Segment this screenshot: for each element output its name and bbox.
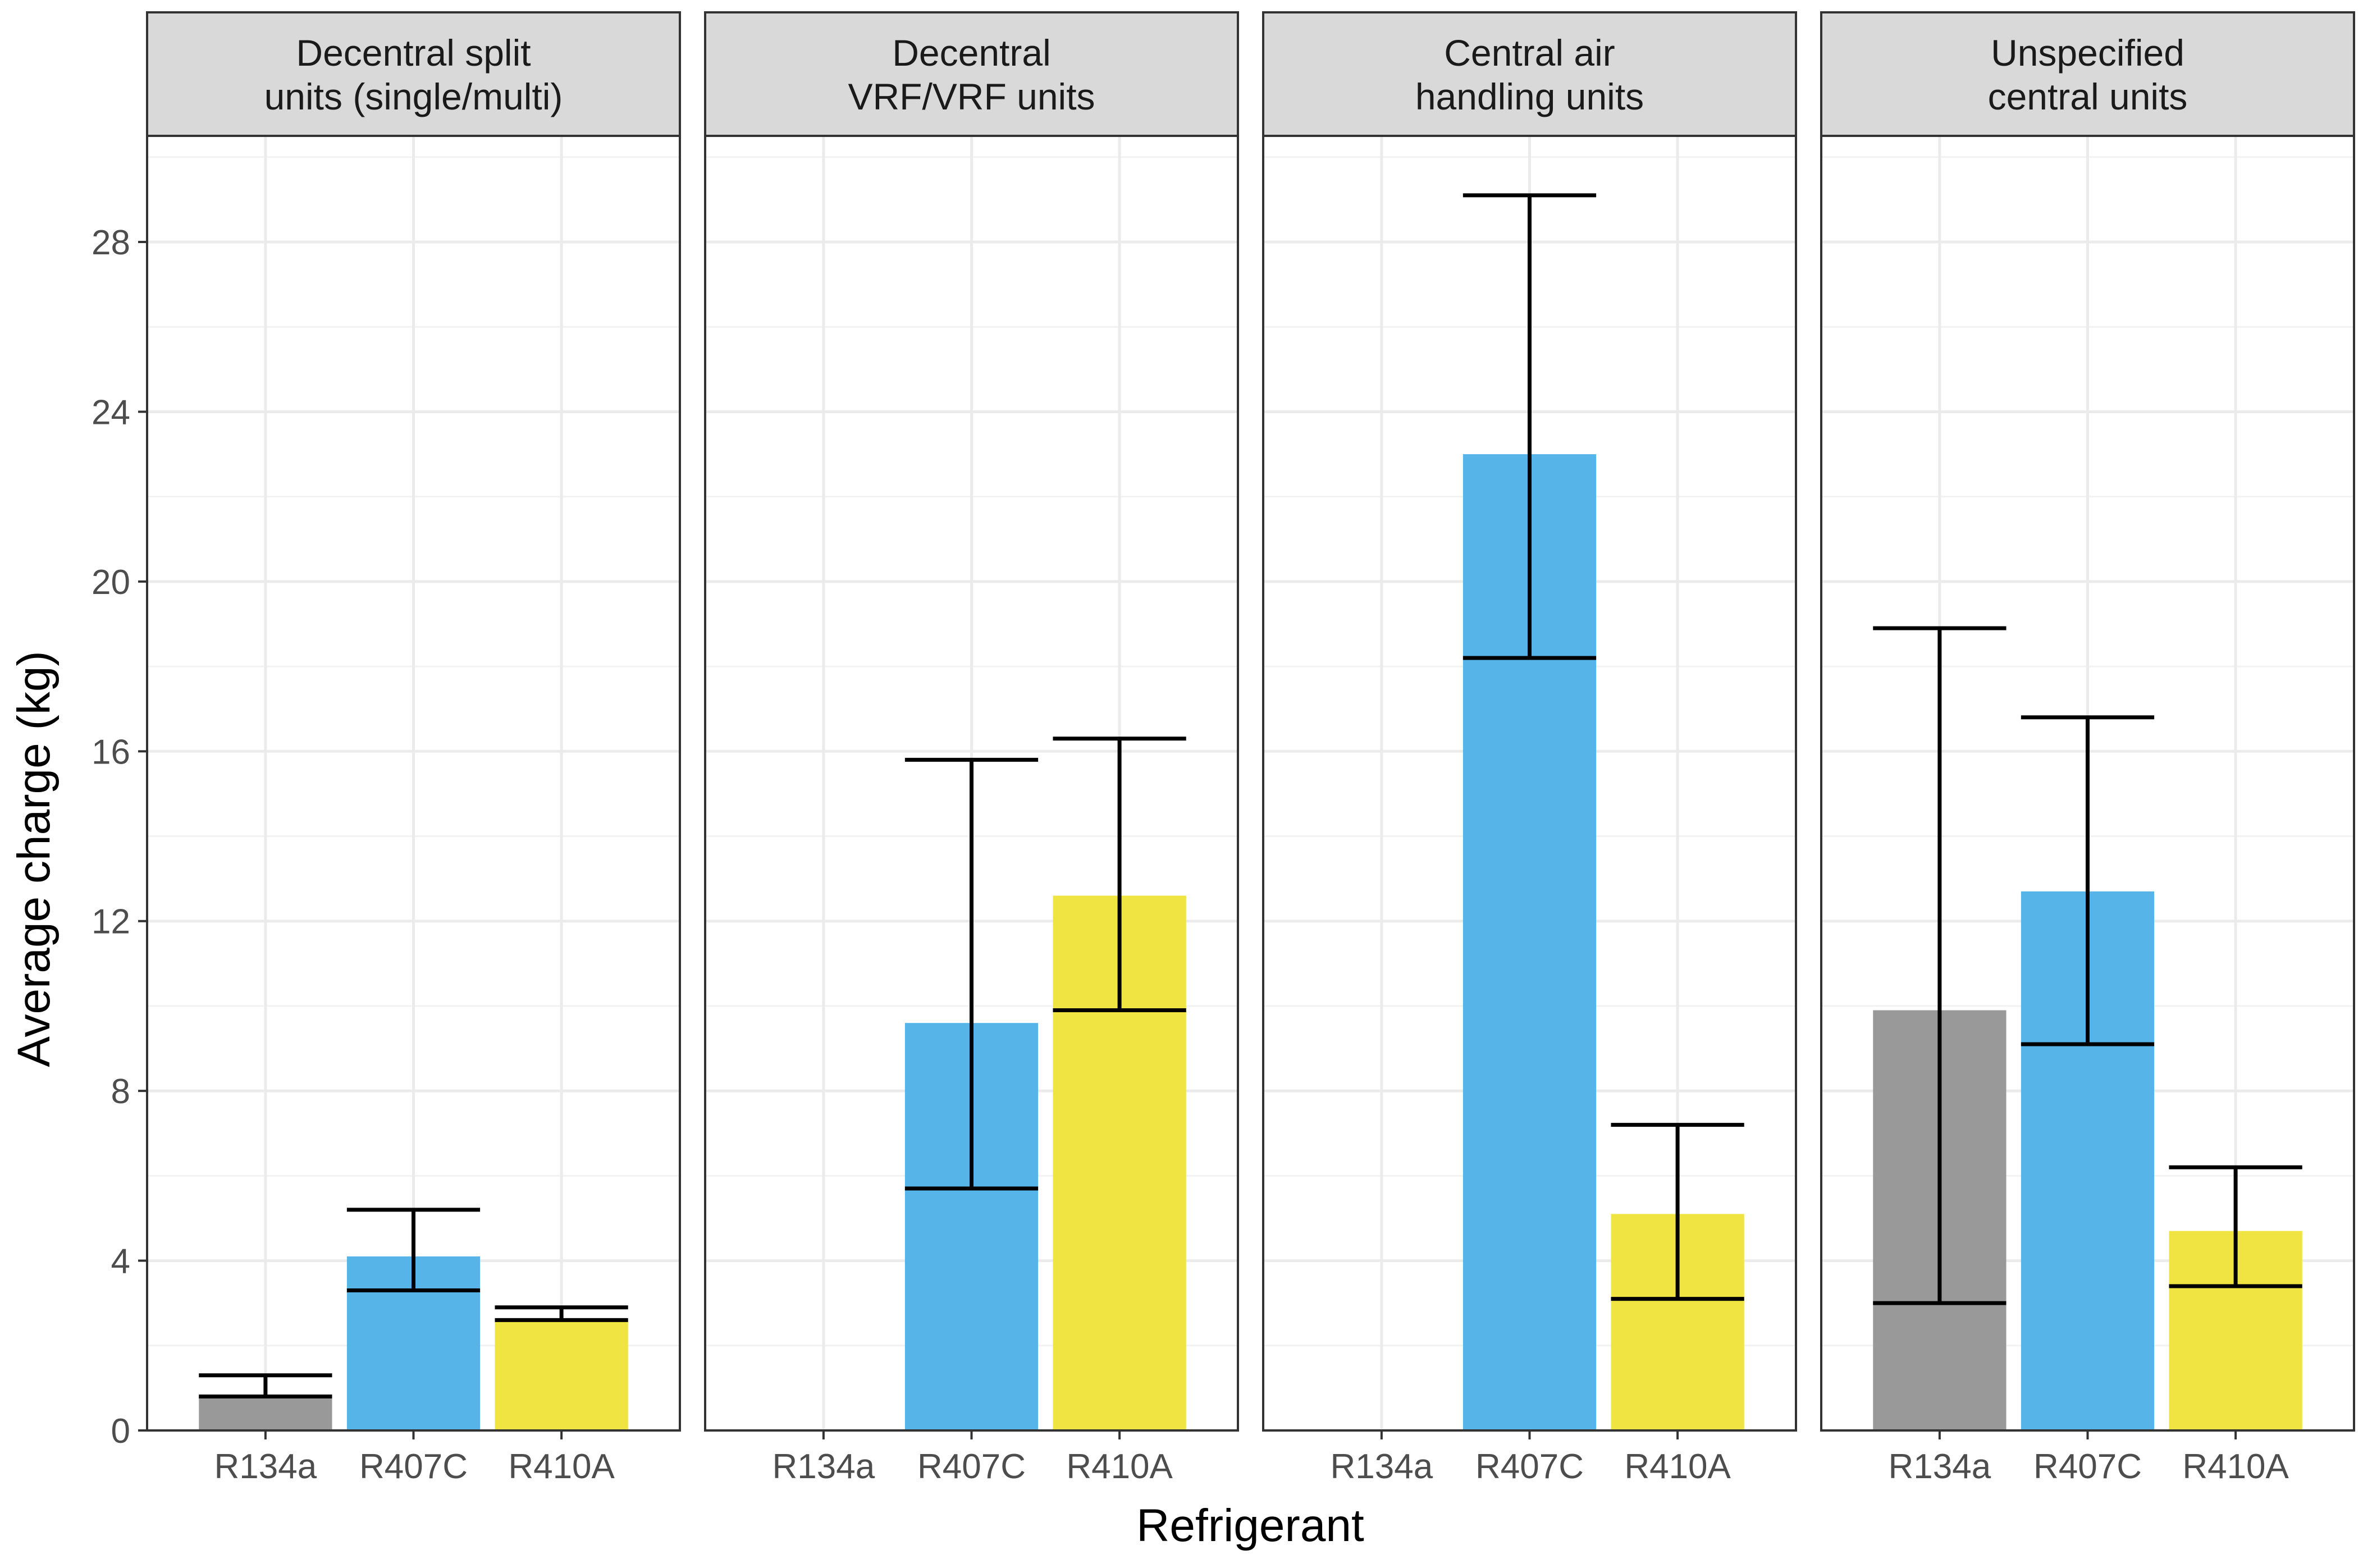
x-tick-label: R407C (917, 1447, 1026, 1486)
x-tick-label: R410A (1624, 1447, 1731, 1486)
facet-strip-label: Central air (1444, 32, 1615, 74)
y-tick-label: 12 (92, 903, 130, 941)
y-axis: 0 4 8 12 16 20 24 28 (92, 223, 147, 1451)
error-bar-r407c (2021, 715, 2155, 1046)
x-tick-label: R134a (773, 1447, 875, 1486)
y-axis-title: Average charge (kg) (8, 651, 60, 1067)
facet-strip-label: central units (1988, 76, 2188, 117)
x-tick-label: R407C (359, 1447, 468, 1486)
y-tick-label: 0 (111, 1412, 130, 1451)
y-tick-label: 8 (111, 1072, 130, 1111)
error-bar-r407c (904, 757, 1039, 1191)
facet-strip (1262, 11, 1797, 137)
x-tick-label: R134a (1889, 1447, 1991, 1486)
error-bar-r410a (1053, 737, 1186, 1012)
x-tick-label: R134a (1331, 1447, 1433, 1486)
x-tick-label: R410A (2182, 1447, 2289, 1486)
facet-strip-label: handling units (1415, 76, 1644, 117)
x-tick-label: R407C (1475, 1447, 1584, 1486)
facet-strip-label: VRF/VRF units (848, 76, 1095, 117)
facet-strip (146, 11, 681, 137)
y-tick-label: 24 (92, 393, 130, 432)
error-bar-r134a (1873, 626, 2007, 1305)
error-bar-r410a (495, 1305, 628, 1322)
bar-r134a (199, 1396, 332, 1430)
x-tick-label: R407C (2033, 1447, 2142, 1486)
y-tick-label: 28 (92, 223, 130, 262)
error-bar-r407c (1462, 193, 1597, 660)
facet-strip (704, 11, 1239, 137)
facet-strip-label: Unspecified (1991, 32, 2184, 74)
bar-r410a (495, 1320, 628, 1430)
facet-strip-label: Decentral split (296, 32, 531, 74)
facet-strip (1820, 11, 2355, 137)
error-bar-r407c (346, 1208, 481, 1292)
x-axis-title: Refrigerant (1136, 1500, 1364, 1551)
error-bar-r134a (199, 1373, 332, 1399)
facet-strip-label: Decentral (892, 32, 1050, 74)
y-tick-label: 16 (92, 733, 130, 771)
x-tick-label: R410A (508, 1447, 615, 1486)
error-bar-r410a (2169, 1165, 2302, 1288)
y-tick-label: 20 (92, 563, 130, 602)
y-tick-label: 4 (111, 1242, 130, 1281)
facet-strip-label: units (single/multi) (264, 76, 563, 117)
x-tick-label: R410A (1066, 1447, 1173, 1486)
x-tick-label: R134a (214, 1447, 317, 1486)
error-bar-r410a (1611, 1123, 1744, 1301)
